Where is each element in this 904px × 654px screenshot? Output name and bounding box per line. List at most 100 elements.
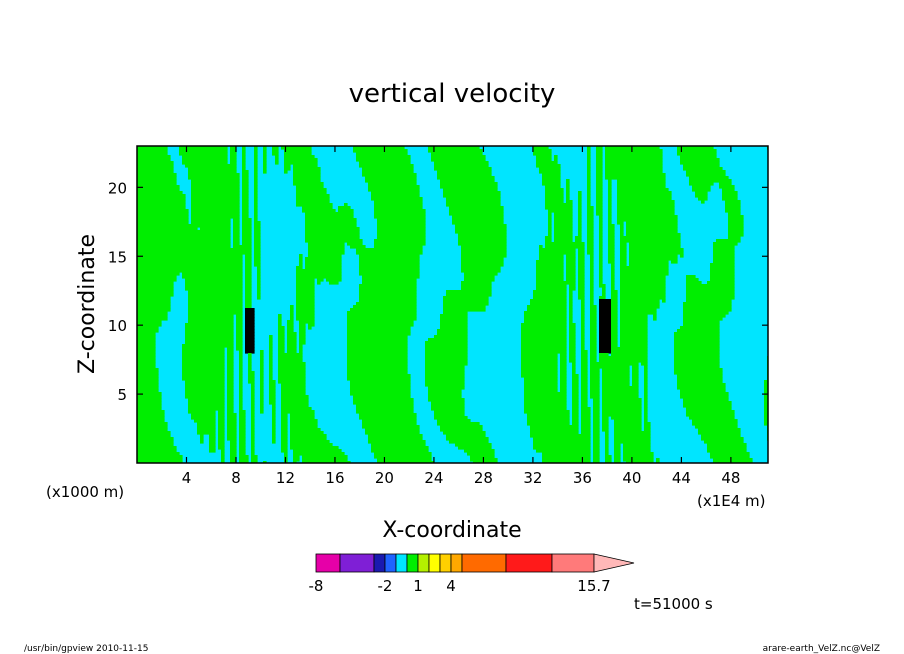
- positive-region: [251, 392, 255, 396]
- positive-region: [260, 365, 264, 369]
- positive-region: [263, 158, 267, 162]
- positive-region: [719, 182, 732, 186]
- positive-region: [536, 161, 558, 165]
- positive-region: [236, 314, 243, 318]
- positive-region: [680, 395, 729, 399]
- positive-region: [254, 185, 258, 189]
- positive-region: [188, 314, 234, 318]
- positive-region: [599, 347, 612, 351]
- positive-region: [593, 461, 600, 463]
- positive-region: [446, 293, 492, 297]
- positive-region: [269, 401, 276, 405]
- positive-region: [257, 269, 261, 273]
- positive-region: [596, 209, 603, 213]
- positive-region: [620, 278, 666, 282]
- positive-region: [644, 386, 648, 390]
- positive-region: [602, 290, 606, 294]
- x-tick-label: 24: [424, 469, 443, 487]
- positive-region: [245, 332, 255, 336]
- positive-region: [554, 212, 573, 216]
- positive-region: [677, 377, 723, 381]
- positive-region: [545, 185, 561, 189]
- positive-region: [227, 401, 234, 405]
- positive-region: [449, 440, 489, 444]
- positive-region: [524, 410, 570, 414]
- positive-region: [137, 230, 231, 234]
- positive-region: [293, 170, 321, 174]
- positive-region: [581, 365, 588, 369]
- positive-region: [572, 386, 579, 390]
- positive-region: [230, 443, 237, 447]
- positive-region: [209, 434, 216, 438]
- positive-region: [560, 371, 567, 375]
- positive-region: [602, 419, 609, 423]
- positive-region: [191, 218, 231, 222]
- positive-region: [686, 293, 735, 297]
- positive-region: [590, 329, 597, 333]
- positive-region: [614, 437, 651, 441]
- positive-region: [290, 305, 294, 309]
- positive-region: [191, 416, 216, 420]
- positive-region: [620, 266, 669, 270]
- positive-region: [242, 221, 252, 225]
- positive-region: [137, 281, 174, 285]
- positive-region: [608, 203, 612, 207]
- positive-region: [218, 446, 225, 450]
- colorbar-label: -2: [378, 577, 393, 595]
- positive-region: [239, 440, 246, 444]
- positive-region: [239, 407, 243, 411]
- positive-region: [182, 362, 225, 366]
- positive-region: [620, 323, 648, 327]
- positive-region: [347, 311, 417, 315]
- positive-region: [293, 179, 321, 183]
- positive-region: [560, 362, 567, 366]
- positive-region: [374, 212, 426, 216]
- positive-region: [431, 158, 486, 162]
- positive-region: [137, 146, 168, 150]
- positive-region: [347, 374, 411, 378]
- positive-region: [371, 194, 420, 198]
- positive-region: [590, 281, 594, 285]
- positive-region: [182, 368, 225, 372]
- positive-region: [218, 428, 225, 432]
- positive-region: [674, 368, 723, 372]
- positive-region: [590, 353, 597, 357]
- positive-region: [683, 308, 732, 312]
- positive-region: [695, 194, 708, 198]
- positive-region: [242, 227, 252, 231]
- positive-region: [188, 302, 243, 306]
- positive-region: [599, 329, 612, 333]
- positive-region: [137, 329, 159, 333]
- positive-region: [260, 362, 264, 366]
- positive-region: [524, 314, 567, 318]
- positive-region: [521, 350, 567, 354]
- positive-region: [308, 242, 345, 246]
- positive-region: [602, 425, 609, 429]
- positive-region: [590, 380, 600, 384]
- positive-region: [599, 248, 603, 252]
- positive-region: [623, 452, 654, 456]
- positive-region: [356, 302, 417, 306]
- positive-region: [269, 377, 273, 381]
- positive-region: [527, 305, 567, 309]
- positive-region: [353, 401, 414, 405]
- positive-region: [137, 149, 168, 153]
- positive-region: [569, 320, 573, 324]
- positive-region: [611, 305, 618, 309]
- positive-region: [239, 374, 243, 378]
- positive-region: [287, 344, 297, 348]
- positive-region: [536, 278, 564, 282]
- positive-region: [566, 269, 576, 273]
- positive-region: [290, 440, 330, 444]
- positive-region: [458, 239, 507, 243]
- positive-region: [599, 296, 606, 300]
- positive-region: [236, 341, 243, 345]
- positive-region: [233, 239, 240, 243]
- positive-region: [278, 380, 306, 384]
- positive-region: [587, 158, 591, 162]
- positive-region: [227, 386, 234, 390]
- colorbar-bin: [417, 553, 430, 573]
- positive-region: [596, 191, 603, 195]
- positive-region: [239, 350, 243, 354]
- positive-region: [137, 404, 162, 408]
